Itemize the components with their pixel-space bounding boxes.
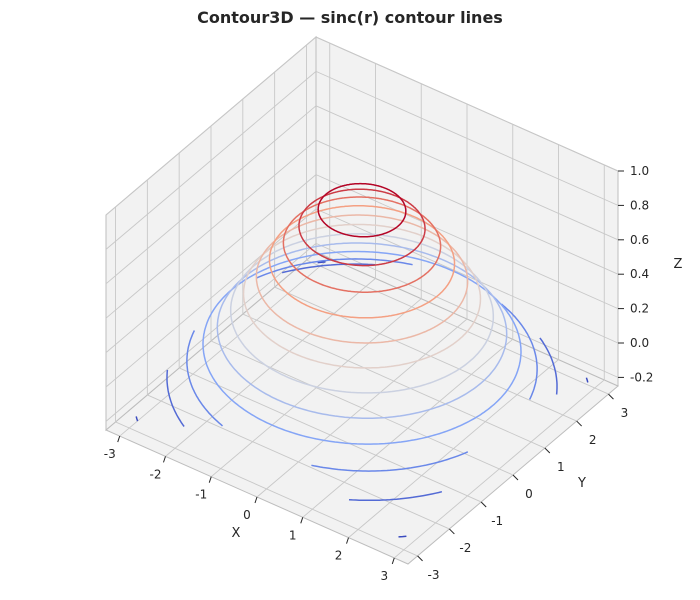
axis-panes (105, 35, 619, 565)
grid-line-z (105, 105, 317, 285)
x-tick-label: 3 (380, 569, 388, 583)
contour-line (317, 261, 326, 264)
grid-line-y (210, 340, 514, 476)
tick-mark (512, 474, 519, 481)
contour-line (186, 330, 223, 427)
contour-line (229, 233, 495, 394)
grid-line-y (147, 394, 450, 530)
grid-line-z (105, 71, 317, 250)
tick-mark (300, 517, 304, 524)
tick-mark (163, 456, 166, 463)
grid-line-z (315, 70, 619, 206)
z-tick-label: 0.0 (630, 336, 649, 350)
contour-line (298, 188, 426, 267)
tick-mark (576, 420, 582, 427)
tick-mark (346, 537, 349, 544)
x-axis-label: X (232, 526, 241, 541)
x-tick-label: 2 (335, 549, 343, 563)
tick-mark (608, 393, 614, 400)
x-tick-label: -2 (150, 467, 162, 481)
grid-line-z (315, 139, 619, 275)
z-tick-label: 0.4 (630, 267, 649, 281)
grid-line-y (115, 421, 418, 557)
grid-line-z (105, 243, 317, 422)
z-axis-label: Z (674, 257, 683, 272)
y-tick-label: -2 (459, 541, 471, 555)
z-tick-label: 0.6 (630, 233, 649, 247)
x-tick-label: 0 (243, 508, 251, 522)
y-axis-label: Y (577, 476, 586, 491)
tick-mark (544, 447, 551, 454)
y-tick-label: -3 (428, 568, 440, 582)
z-tick-label: 1.0 (630, 164, 649, 178)
contour-line (585, 377, 589, 383)
contour-line (539, 337, 558, 395)
tick-mark (391, 557, 395, 565)
x-tick-label: -1 (195, 488, 207, 502)
x-tick-label: -3 (104, 447, 116, 461)
tick-mark (449, 528, 455, 535)
grid-line-z (105, 36, 317, 216)
tick-mark (208, 476, 212, 483)
contour-line (348, 490, 443, 502)
y-tick-label: 1 (557, 460, 565, 474)
contour-lines (135, 182, 589, 538)
contour-line (282, 196, 442, 293)
y-tick-label: -1 (491, 514, 503, 528)
z-tick-label: 0.2 (630, 302, 649, 316)
tick-mark (417, 555, 423, 562)
z-tick-label: 0.8 (630, 198, 649, 212)
contour-line (317, 182, 407, 238)
x-tick-label: 1 (289, 528, 297, 542)
contour-line (501, 303, 538, 400)
chart-title: Contour3D — sinc(r) contour lines (197, 8, 503, 27)
grid-lines (105, 36, 619, 559)
grid-line-z (315, 105, 619, 241)
y-tick-label: 2 (589, 433, 597, 447)
grid-line-y (274, 286, 577, 422)
axis-ticks: -3 -2 -1 0 1 2 3 -3 -2 -1 0 1 2 3 -0.2 0.0 0.2 0.4 0.6 0.8 1… (104, 164, 654, 583)
contour-line (268, 205, 456, 319)
tick-mark (117, 435, 121, 443)
grid-line-z (105, 174, 317, 353)
grid-line-z (105, 139, 317, 319)
tick-mark (254, 496, 258, 504)
grid-line-y (306, 259, 609, 395)
tick-mark (480, 501, 487, 508)
contour-line (311, 451, 469, 472)
grid-line-z (315, 36, 619, 172)
contour-line (135, 416, 139, 422)
contour-line (166, 369, 185, 427)
z-tick-label: -0.2 (630, 370, 653, 384)
y-tick-label: 3 (621, 406, 629, 420)
grid-line-y (178, 367, 482, 503)
grid-line-y (242, 313, 546, 449)
contour-line (398, 535, 407, 538)
grid-line-z (105, 208, 317, 388)
y-tick-label: 0 (525, 487, 533, 501)
